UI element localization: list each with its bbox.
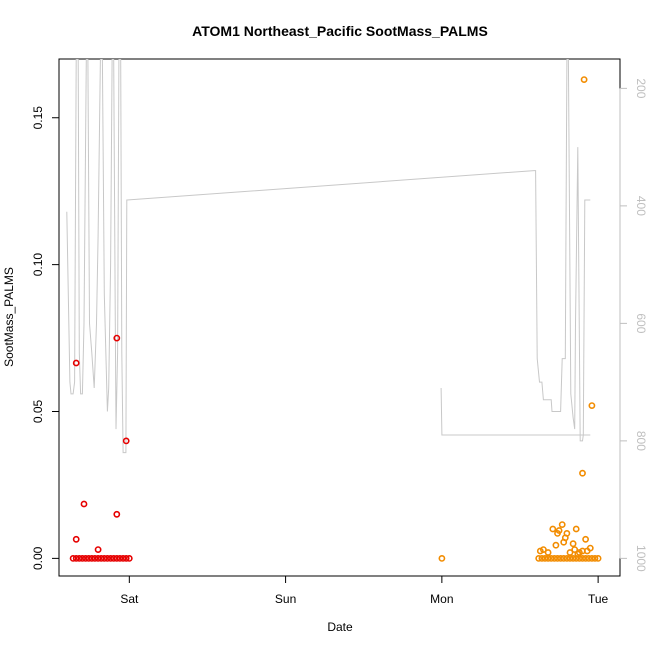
data-point xyxy=(560,555,568,562)
data-point xyxy=(582,555,589,562)
data-point xyxy=(571,546,579,553)
x-tick-label: Sat xyxy=(120,592,139,606)
data-point xyxy=(110,555,118,562)
data-point xyxy=(100,555,108,562)
data-point xyxy=(580,76,588,83)
data-point xyxy=(563,555,571,562)
data-point xyxy=(569,540,577,548)
x-tick-label: Mon xyxy=(430,592,453,606)
data-point xyxy=(594,555,602,562)
data-point xyxy=(540,546,547,553)
data-point xyxy=(107,555,114,562)
data-point xyxy=(554,555,561,562)
data-point xyxy=(104,555,111,562)
y-axis: 0.00 0.05 0.10 0.15 xyxy=(31,106,60,570)
data-point xyxy=(85,555,93,562)
data-point xyxy=(541,555,549,562)
data-point xyxy=(88,555,96,562)
data-point xyxy=(72,535,80,543)
data-point xyxy=(579,469,586,477)
data-point xyxy=(582,535,589,543)
plot-frame xyxy=(58,58,621,577)
x-tick-label: Sun xyxy=(275,592,296,606)
data-point xyxy=(555,527,563,534)
data-point xyxy=(113,555,121,562)
altitude-line-segment xyxy=(440,387,591,436)
data-point xyxy=(566,549,574,556)
data-point xyxy=(552,541,560,549)
data-point xyxy=(69,555,77,562)
y-tick-label: 0.00 xyxy=(31,546,45,570)
data-point xyxy=(557,555,564,562)
data-point xyxy=(79,555,86,562)
data-point xyxy=(122,437,130,445)
y-tick-label: 0.10 xyxy=(31,253,45,277)
data-point xyxy=(80,500,88,508)
data-point xyxy=(94,546,102,553)
altitude-line-layer xyxy=(66,59,591,454)
data-point xyxy=(583,547,591,555)
x-tick-label: Tue xyxy=(588,592,609,606)
data-point xyxy=(544,549,552,556)
right-tick-label: 800 xyxy=(634,431,648,451)
data-point xyxy=(588,402,596,409)
data-point xyxy=(547,555,555,562)
right-tick-label: 200 xyxy=(634,78,648,98)
y-tick-label: 0.15 xyxy=(31,106,45,130)
chart-title: ATOM1 Northeast_Pacific SootMass_PALMS xyxy=(192,23,488,39)
data-point xyxy=(113,510,121,518)
x-axis: Sat Sun Mon Tue xyxy=(120,575,609,606)
data-point xyxy=(576,549,583,556)
data-point xyxy=(94,555,102,562)
data-point xyxy=(572,525,580,533)
data-point xyxy=(125,555,133,562)
data-point xyxy=(119,555,127,562)
data-point xyxy=(588,555,596,562)
data-point xyxy=(535,555,543,562)
right-tick-label: 1000 xyxy=(634,545,648,572)
y-axis-label: SootMass_PALMS xyxy=(2,267,16,367)
data-point xyxy=(116,555,124,562)
scatter-points-layer xyxy=(69,76,602,562)
data-point xyxy=(75,555,83,562)
data-point xyxy=(538,555,546,562)
data-point xyxy=(585,555,593,562)
data-point xyxy=(579,555,586,562)
x-axis-label: Date xyxy=(327,620,353,634)
y-tick-label: 0.05 xyxy=(31,399,45,423)
data-point xyxy=(91,555,99,562)
data-point xyxy=(563,530,571,537)
right-tick-label: 600 xyxy=(634,313,648,333)
data-point xyxy=(569,555,577,562)
right-tick-label: 400 xyxy=(634,196,648,216)
right-axis: 200 400 600 800 1000 xyxy=(619,78,648,572)
data-point xyxy=(549,525,557,533)
data-point xyxy=(558,521,566,528)
data-point xyxy=(551,555,558,562)
data-point xyxy=(438,555,446,562)
data-point xyxy=(82,555,89,562)
data-point xyxy=(591,555,599,562)
altitude-line-segment xyxy=(66,59,591,454)
data-point xyxy=(72,555,80,562)
data-point xyxy=(97,555,105,562)
data-point xyxy=(72,359,80,367)
data-point xyxy=(113,334,121,342)
data-point xyxy=(122,555,130,562)
